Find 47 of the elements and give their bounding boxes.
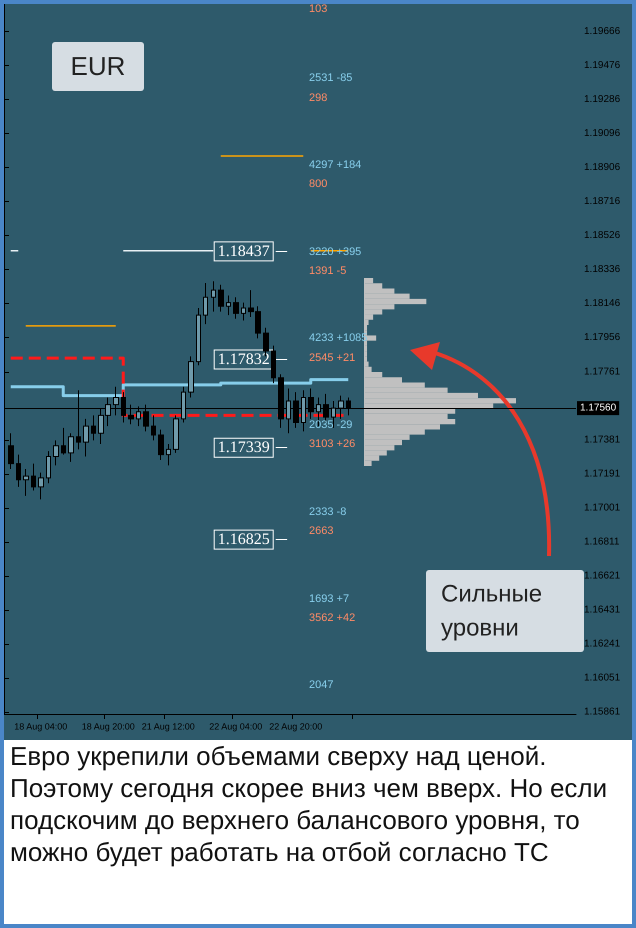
x-tick-label: 18 Aug 20:00 — [82, 722, 135, 732]
y-tick-label: 1.18146 — [584, 298, 621, 309]
annotation: 2047 — [309, 679, 334, 691]
y-tick-label: 1.17761 — [584, 366, 621, 378]
ref-line-label: 1.16825 — [218, 531, 270, 548]
annotation: 2333 -8 — [309, 506, 346, 518]
annotation: 4297 +184 — [309, 159, 362, 171]
annotation: 800 — [309, 178, 328, 190]
annotation: 2663 — [309, 525, 334, 537]
annotation: 3562 +42 — [309, 612, 356, 624]
y-tick-label: 1.19286 — [584, 94, 621, 105]
y-tick-label: 1.17956 — [584, 332, 621, 343]
y-tick-label: 1.16811 — [584, 536, 620, 548]
y-tick-label: 1.19476 — [584, 60, 621, 72]
annotation: 2545 +21 — [309, 352, 356, 364]
y-tick-label: 1.16621 — [584, 570, 621, 582]
annotation: 3103 +26 — [309, 438, 356, 450]
ref-line-label: 1.17339 — [218, 439, 270, 456]
text: Сильные уровни — [441, 580, 542, 642]
y-tick-label: 1.18526 — [584, 230, 621, 241]
ref-line-label: 1.17832 — [218, 351, 270, 368]
annotation: 2531 -85 — [309, 72, 352, 84]
y-tick-label: 1.19666 — [584, 26, 621, 38]
annotation: 298 — [309, 92, 328, 104]
annotation: 1391 -5 — [309, 265, 346, 277]
y-tick-label: 1.16241 — [584, 638, 621, 650]
x-tick-label: 22 Aug 04:00 — [209, 722, 262, 732]
annotation: 1693 +7 — [309, 593, 350, 605]
y-tick-label: 1.18336 — [584, 264, 621, 275]
x-tick-label: 18 Aug 04:00 — [14, 722, 68, 732]
text: Евро укрепили объемами сверху над ценой. Поэтому сегодня скорее вниз чем вверх. Но если подскочим до верхнего балансового уровня, то можно будет работать на отбой согласно ТС — [9, 740, 608, 868]
annotation: 103 — [309, 3, 328, 15]
text: EUR — [70, 51, 126, 81]
x-tick-label: 21 Aug 12:00 — [142, 722, 195, 732]
y-tick-label: 1.17191 — [584, 468, 621, 480]
y-tick-label: 1.16051 — [584, 672, 621, 684]
ref-line-label: 1.18437 — [218, 242, 270, 260]
y-tick-label: 1.15861 — [584, 706, 621, 718]
y-tick-label: 1.17381 — [584, 434, 621, 446]
y-tick-label: 1.18716 — [584, 196, 621, 207]
y-tick-label: 1.18906 — [584, 162, 621, 173]
y-tick-label: 1.17001 — [584, 502, 621, 514]
y-tick-label: 1.19096 — [584, 128, 621, 139]
ref-line-label: 1.17560 — [580, 402, 617, 414]
y-tick-label: 1.16431 — [584, 604, 621, 616]
x-tick-label: 22 Aug 20:00 — [269, 722, 322, 732]
annotation: 2035 -29 — [309, 419, 352, 431]
